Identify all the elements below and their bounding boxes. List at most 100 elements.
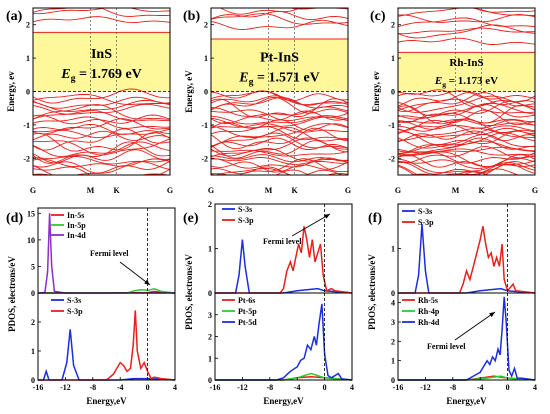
x-tick-label: -16 — [210, 383, 221, 392]
y-axis-label: Energy, ev — [6, 71, 16, 112]
y-tick-label: 10 — [27, 236, 35, 245]
valence-band — [398, 98, 535, 114]
x-tick-label: G — [167, 186, 173, 195]
y-tick-label: 0 — [204, 88, 208, 97]
y-tick-label: 2 — [31, 318, 35, 327]
series-line-s-3s — [38, 329, 176, 381]
y-tick-label: 3 — [208, 311, 212, 320]
y-tick-label: 0 — [26, 88, 30, 97]
valence-band — [33, 130, 170, 141]
x-tick-label: K — [113, 186, 120, 195]
conduction-band — [398, 24, 535, 39]
y-axis-label: PDOS, electrons/eV — [367, 254, 377, 330]
x-tick-label: G — [395, 186, 401, 195]
pdos-subplot: S-3s S-3p 0 1 2 — [208, 200, 353, 298]
x-tick-label: -4 — [117, 383, 124, 392]
pdos-axes-frame — [214, 203, 353, 294]
series-line-s-3p — [398, 226, 536, 294]
valence-band — [211, 90, 348, 102]
y-tick-label: -1 — [201, 121, 208, 130]
y-tick-label: 0 — [31, 289, 35, 298]
valence-band — [211, 157, 348, 165]
conduction-band — [398, 8, 535, 17]
y-tick-label: 0 — [391, 88, 395, 97]
x-tick-label: M — [87, 186, 95, 195]
valence-band — [33, 123, 170, 135]
fermi-level-annotation: Fermi level — [90, 249, 129, 258]
valence-band — [398, 125, 535, 138]
y-tick-label: 2 — [391, 21, 395, 30]
pdos-axes-frame — [37, 292, 176, 381]
pdos-axes-frame — [397, 292, 536, 381]
pdos-axes-frame — [214, 292, 353, 381]
y-tick-label: 1 — [391, 54, 395, 63]
band-gap-label: Eg = 1.571 eV — [238, 70, 320, 87]
legend-label: Rh-4d — [418, 318, 440, 327]
valence-band — [33, 141, 170, 164]
y-tick-label: -1 — [388, 121, 395, 130]
material-label: Pt-InS — [260, 50, 299, 65]
legend-label: In-4d — [67, 231, 86, 240]
band-lines — [211, 8, 348, 175]
valence-band — [398, 130, 535, 143]
conduction-band — [219, 8, 348, 15]
y-tick-label: 2 — [26, 21, 30, 30]
conduction-band — [211, 19, 348, 30]
valence-band — [211, 137, 348, 150]
pdos-panel-e: (e) S-3s S-3p 0 1 2 Pt-6s Pt-5p Pt-5d 0 1 2 3 -16 -12 -… — [183, 200, 354, 406]
y-tick-label: -1 — [23, 121, 30, 130]
x-axis-label: Energy,eV — [86, 396, 127, 406]
pdos-subplot: Pt-6s Pt-5p Pt-5d 0 1 2 3 — [208, 292, 353, 385]
valence-band — [398, 124, 535, 135]
x-tick-label: 4 — [350, 383, 354, 392]
valence-band — [398, 152, 535, 164]
x-tick-label: -12 — [60, 383, 71, 392]
gap-value: = 1.173 eV — [446, 75, 498, 87]
valence-band — [211, 126, 348, 141]
fermi-arrow-line — [291, 213, 331, 237]
material-label: InS — [91, 47, 112, 62]
y-tick-label: 2 — [391, 337, 395, 346]
x-tick-label: -16 — [33, 383, 44, 392]
valence-band — [33, 99, 170, 112]
y-tick-label: 2 — [208, 333, 212, 342]
y-tick-label: 0 — [31, 376, 35, 385]
y-tick-label: 2 — [204, 21, 208, 30]
conduction-band — [398, 8, 535, 13]
band-gap-label: Eg = 1.173 eV — [434, 75, 498, 89]
panel-label: (e) — [183, 211, 199, 226]
valence-band — [476, 168, 519, 175]
gap-symbol: E — [238, 70, 248, 85]
valence-band — [398, 91, 535, 107]
band-lines — [398, 8, 535, 175]
conduction-band — [33, 8, 170, 17]
band-panel-c: -2 -1 0 1 2 G M K G Energy, ev Rh-InS Eg = 1.173 eV… — [370, 7, 538, 195]
legend-label: Rh-5s — [418, 296, 438, 305]
valence-band — [462, 171, 488, 175]
valence-band — [211, 161, 348, 173]
panel-label: (c) — [370, 9, 386, 24]
valence-band — [211, 115, 348, 125]
legend-label: In-5p — [67, 221, 86, 230]
valence-band — [398, 161, 535, 175]
valence-band — [211, 158, 348, 175]
valence-band — [398, 119, 535, 126]
conduction-band — [398, 17, 535, 28]
valence-band — [398, 102, 535, 120]
y-tick-label: 0 — [208, 289, 212, 298]
x-tick-label: -4 — [477, 383, 484, 392]
y-axis-label: Energy, eV — [184, 70, 194, 113]
y-tick-label: 1 — [208, 245, 212, 254]
valence-band — [398, 130, 535, 146]
x-tick-label: 0 — [506, 383, 510, 392]
legend-label: S-3s — [238, 205, 252, 214]
gap-subscript: g — [442, 80, 446, 89]
series-line-rh-4d — [398, 296, 536, 381]
valence-band — [33, 116, 170, 129]
valence-band — [211, 127, 348, 150]
panel-label: (b) — [183, 9, 200, 24]
legend-label: Rh-4p — [418, 307, 440, 316]
valence-band — [211, 132, 348, 149]
